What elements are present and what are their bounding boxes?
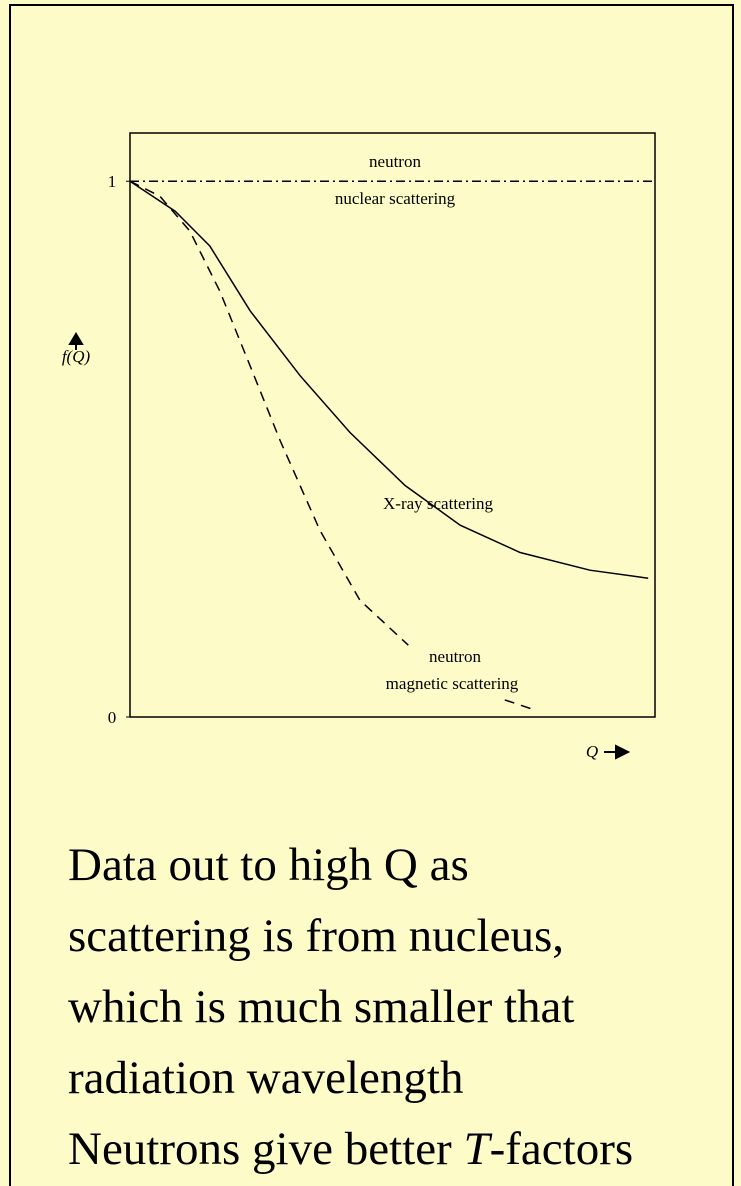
caption-run: Neutrons give better	[68, 1123, 463, 1175]
data-line	[129, 180, 649, 579]
annotation: neutron	[429, 647, 481, 666]
caption-line: Neutrons give better T-factors	[68, 1123, 633, 1175]
plot-frame	[129, 132, 656, 718]
caption-line: which is much smaller that	[68, 981, 574, 1033]
annotation: X-ray scattering	[383, 494, 493, 513]
annotation: magnetic scattering	[386, 674, 519, 693]
y-tick-label: 0	[108, 708, 117, 727]
caption-run: T	[463, 1123, 492, 1175]
caption-line: scattering is from nucleus,	[68, 910, 564, 962]
caption-line: radiation wavelength	[68, 1052, 463, 1104]
y-arrow	[68, 332, 84, 350]
caption-line: Data out to high Q as	[68, 839, 469, 891]
slide-border	[9, 4, 734, 1186]
annotation: nuclear scattering	[335, 189, 456, 208]
y-tick-label: 1	[108, 172, 117, 191]
data-line	[129, 180, 536, 711]
caption-run: -factors	[490, 1123, 634, 1175]
annotation: neutron	[369, 152, 421, 171]
x-axis-label: Q	[586, 742, 598, 761]
y-axis-label: f(Q)	[62, 347, 91, 366]
x-arrow	[604, 744, 631, 760]
